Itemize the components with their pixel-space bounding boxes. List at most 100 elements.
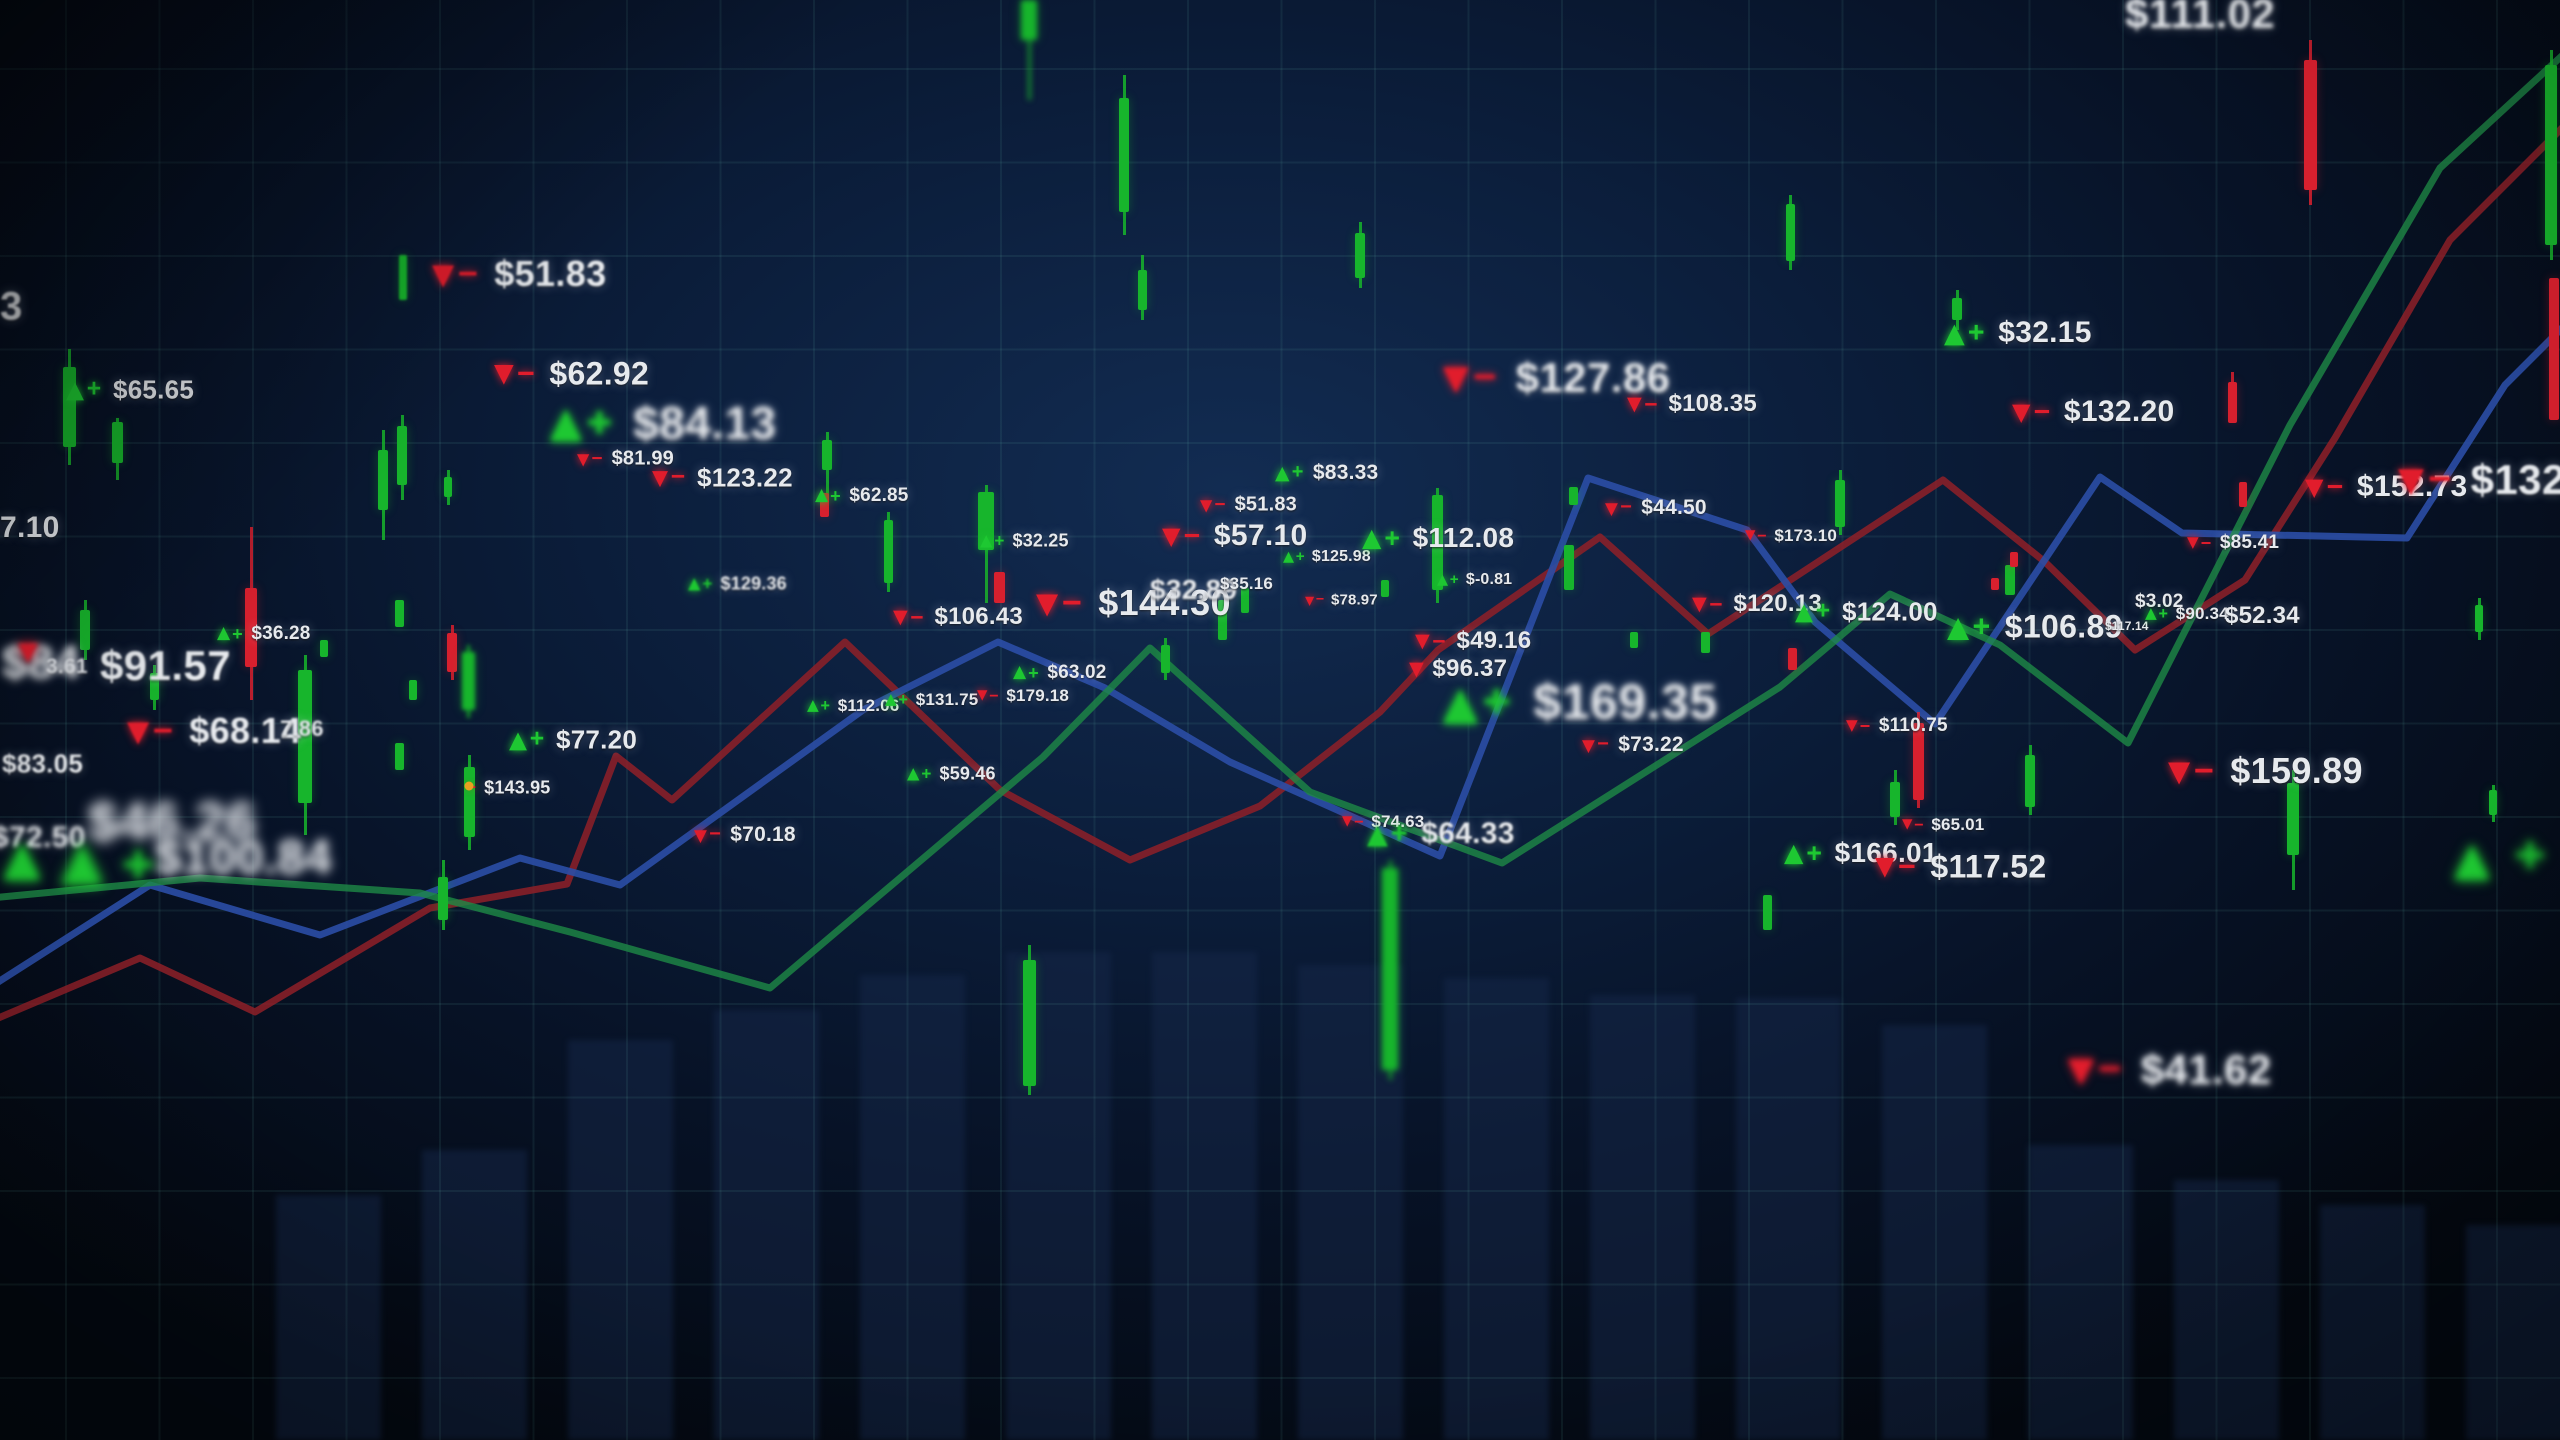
plus-icon: + — [1449, 571, 1459, 589]
arrow-up-icon: ▲ — [2454, 831, 2490, 885]
arrow-down-icon: ▼ — [127, 713, 150, 748]
price-label-text: $84.13 — [633, 397, 777, 449]
price-label-text: $111.02 — [2125, 0, 2276, 37]
minus-icon: − — [1183, 519, 1201, 552]
minus-icon: − — [2428, 457, 2452, 502]
price-label-text: $132.20 — [2063, 395, 2175, 428]
arrow-down-icon: ▼ — [2168, 753, 2191, 788]
arrow-down-icon: ▼ — [1627, 392, 1642, 416]
arrow-down-icon: ▼ — [977, 687, 988, 704]
price-label: ▲ + $129.36 — [688, 574, 787, 595]
price-label-text: $32.25 — [1012, 530, 1069, 551]
price-label: ▼ − $44.50 — [1605, 496, 1707, 520]
minus-icon: − — [1473, 355, 1497, 400]
arrow-down-icon: ▼ — [1200, 495, 1213, 514]
arrow-up-icon: ▲ — [3, 830, 41, 886]
price-label: ▲ + $65.65 — [66, 375, 194, 406]
minus-icon: − — [1898, 849, 1917, 884]
arrow-down-icon: ▼ — [494, 358, 515, 389]
price-label-text: $91.57 — [100, 642, 231, 689]
minus-icon: − — [2033, 395, 2051, 428]
price-label: ▲ + $-0.81 — [1437, 571, 1512, 589]
minus-icon: − — [1620, 496, 1632, 519]
price-label-text: $35.16 — [1220, 574, 1274, 593]
price-label: ▼ − $159.89 — [2168, 750, 2363, 792]
plus-icon: + — [1972, 609, 1991, 644]
minus-icon: − — [989, 686, 999, 705]
arrow-down-icon: ▼ — [1162, 522, 1181, 550]
arrow-up-icon: ▲ — [1367, 818, 1389, 850]
price-label: ▼−$132.20 — [2398, 456, 2560, 504]
arrow-up-icon: ▲ — [688, 573, 701, 593]
plus-icon: + — [232, 623, 243, 644]
price-label-text: $32.15 — [1998, 316, 2092, 349]
price-label: ▲ + $169.35 — [1443, 673, 1718, 731]
minus-icon: − — [517, 356, 536, 391]
price-label: ▼ − $78.97 — [1305, 592, 1378, 609]
plus-icon: + — [1815, 597, 1831, 625]
price-label-text: $62.92 — [549, 355, 650, 392]
price-label: ▼ − $117.52 — [1875, 849, 2047, 886]
price-label-text: $49.16 — [1456, 627, 1532, 654]
price-label: ▼−$132.20 — [2012, 395, 2174, 429]
price-label: ▼ − $110.75 — [1846, 715, 1948, 737]
price-label: $111.02 — [2125, 0, 2275, 38]
plus-icon: + — [1967, 316, 1985, 349]
minus-icon: − — [910, 603, 924, 630]
arrow-up-icon: ▲ — [1784, 838, 1804, 868]
minus-icon: − — [1354, 812, 1364, 831]
plus-icon: + — [921, 764, 932, 784]
arrow-down-icon: ▼ — [2068, 1050, 2095, 1090]
plus-icon: + — [1028, 662, 1039, 683]
price-label: ▲ + $36.28 — [217, 623, 311, 645]
minus-icon: − — [1644, 390, 1658, 417]
price-label-text: $169.35 — [1533, 674, 1718, 730]
arrow-up-icon: ▲ — [1362, 523, 1382, 553]
arrow-up-icon: ▲ — [61, 828, 103, 891]
arrow-up-icon: ▲ — [1795, 597, 1814, 626]
arrow-down-icon: ▼ — [1582, 734, 1596, 755]
price-label-text: $108.35 — [1668, 390, 1757, 417]
minus-icon: − — [1859, 715, 1871, 736]
price-label: $35.16 — [1220, 574, 1273, 594]
price-label-text: $173.10 — [1774, 526, 1838, 545]
price-label-text: $117.52 — [1930, 848, 2047, 885]
plus-icon: + — [830, 485, 841, 506]
plus-icon: + — [2158, 604, 2169, 623]
arrow-down-icon: ▼ — [1409, 657, 1424, 681]
plus-icon: + — [702, 574, 713, 594]
minus-icon: − — [1061, 583, 1083, 622]
arrow-down-icon: ▼ — [1902, 816, 1913, 833]
plus-icon: + — [1384, 522, 1401, 553]
minus-icon: − — [670, 463, 686, 491]
arrow-up-icon: ▲ — [1283, 548, 1295, 565]
arrow-down-icon: ▼ — [1745, 527, 1756, 544]
plus-icon: + — [1295, 548, 1305, 566]
arrow-down-icon: ▼ — [1415, 629, 1430, 653]
minus-icon: − — [709, 823, 721, 846]
arrow-down-icon: ▼ — [2398, 460, 2425, 500]
arrow-down-icon: ▼ — [1605, 497, 1619, 518]
price-label: ▲ + $124.00 — [1795, 597, 1938, 628]
price-label-text: $159.89 — [2230, 750, 2363, 791]
plus-icon: + — [86, 375, 102, 403]
arrow-down-icon: ▼ — [1443, 358, 1470, 398]
price-label-text: $85.41 — [2219, 532, 2280, 553]
arrow-up-icon: ▲ — [66, 375, 85, 404]
price-label: ▲ + $84.13 — [550, 396, 777, 450]
price-label: $84 — [2, 635, 80, 689]
price-label-text: $70.18 — [730, 823, 796, 846]
arrow-up-icon: ▲ — [2145, 604, 2157, 623]
price-label: ▼ − $85.41 — [2187, 532, 2279, 554]
price-label-text: $112.08 — [1412, 522, 1515, 553]
price-label: 3 — [0, 285, 23, 330]
minus-icon: − — [2193, 751, 2215, 790]
price-label: ▼ − $65.01 — [1902, 815, 1984, 835]
price-label: ▲ + $77.20 — [509, 725, 637, 756]
price-label: ▼ − $173.10 — [1745, 526, 1837, 546]
plus-icon: + — [529, 725, 545, 753]
minus-icon: − — [1597, 733, 1609, 756]
arrow-up-icon: ▲ — [807, 696, 819, 715]
price-label: ▼ − $70.18 — [694, 823, 796, 847]
